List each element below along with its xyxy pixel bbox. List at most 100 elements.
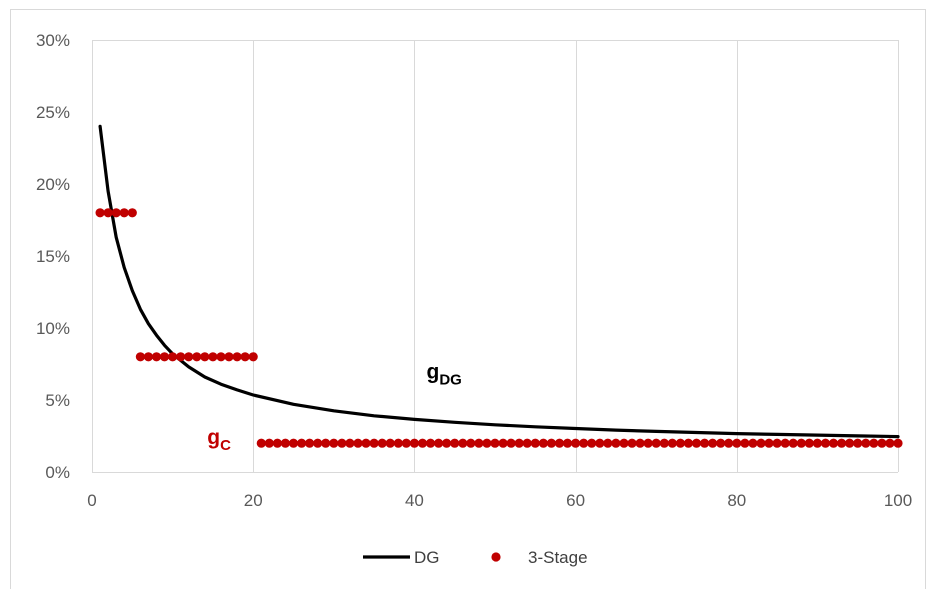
stage-point [127,208,137,218]
stage-point [280,438,290,448]
y-tick-label: 15% [36,247,70,266]
annotation-main: g [207,426,220,449]
stage-point [611,438,621,448]
annotation-gc: gC [207,426,231,454]
stage-point [659,438,669,448]
stage-point [264,438,274,448]
stage-point [216,352,226,362]
stage-point [691,438,702,448]
dg-line [98,124,900,439]
legend: DG 3-Stage [363,548,588,567]
stage-point [820,438,831,448]
stage-point [595,438,605,448]
axes: 0 20 40 60 80 100 0% 5% 10% 15% 20% 25% 30% [36,31,912,510]
stage-point [208,352,218,362]
x-tick-label: 80 [727,491,746,510]
annotation-main: g [426,360,439,383]
stage-point [853,438,863,448]
stage-point [587,438,597,448]
stage-point [256,438,266,448]
stage-point [812,438,823,448]
stage-point [450,438,460,448]
stage-point [329,438,339,448]
stage-point [804,438,814,448]
stage-point [184,352,194,362]
stage-point [272,438,282,448]
stage-point [716,438,726,448]
stage-point [579,438,589,448]
x-tick-label: 100 [884,491,912,510]
stage-point [474,438,484,448]
stage-point [675,438,686,448]
stage-point [861,438,871,448]
stage-point [514,438,524,448]
stage-point [192,352,202,362]
stage-point [377,438,387,448]
stage-point [788,438,798,448]
stage-point [877,438,887,448]
stage-point [732,438,742,448]
stage-point [828,438,839,448]
stage-point [409,438,419,448]
y-tick-label: 20% [36,175,70,194]
stage-point [168,352,178,362]
x-tick-label: 0 [87,491,96,510]
stage-point [361,438,371,448]
stage-point [200,352,210,362]
stage-point [393,438,403,448]
stage-point [571,438,581,448]
stage-point [756,438,766,448]
stage-point [417,438,428,448]
stage-point [305,438,315,448]
stage-point [434,438,444,448]
stage-point [683,438,694,448]
y-tick-label: 30% [36,31,70,50]
stage-point [845,438,855,448]
stage-point [603,438,613,448]
stage-point [893,438,903,448]
stage-point [119,208,129,218]
y-tick-label: 5% [45,391,70,410]
stage-point [240,352,250,362]
stage-point [562,438,573,448]
stage-point [651,438,661,448]
stage-point [353,438,363,448]
stage-point [458,438,468,448]
stage-point [482,438,492,448]
stage-point [224,352,234,362]
stage-point [546,438,557,448]
stage-point [740,438,750,448]
stage-point [522,438,532,448]
series-layer [95,124,903,448]
stage-point [401,438,411,448]
annotation-gdg: gDG [426,360,461,388]
stage-point [159,352,170,362]
stage-point [796,438,806,448]
stage-point [498,438,508,448]
stage-point [369,438,379,448]
annotation-subscript: DG [439,371,462,388]
stage-point [466,438,476,448]
stage-point [135,352,145,362]
stage-point [143,352,153,362]
x-tick-label: 60 [566,491,585,510]
y-tick-label: 0% [45,463,70,482]
stage-point [321,438,331,448]
y-tick-label: 25% [36,103,70,122]
stage-point [700,438,710,448]
stage-point [297,438,307,448]
stage-point [313,438,323,448]
stage-point [619,438,629,448]
stage-point [708,438,718,448]
stage-point [490,438,500,448]
stage-point [772,438,782,448]
stage-point [232,352,242,362]
stage-point [442,438,452,448]
stage-point [869,438,879,448]
legend-3stage-swatch [491,552,501,562]
legend-dg-label: DG [414,548,440,567]
stage-point [538,438,549,448]
